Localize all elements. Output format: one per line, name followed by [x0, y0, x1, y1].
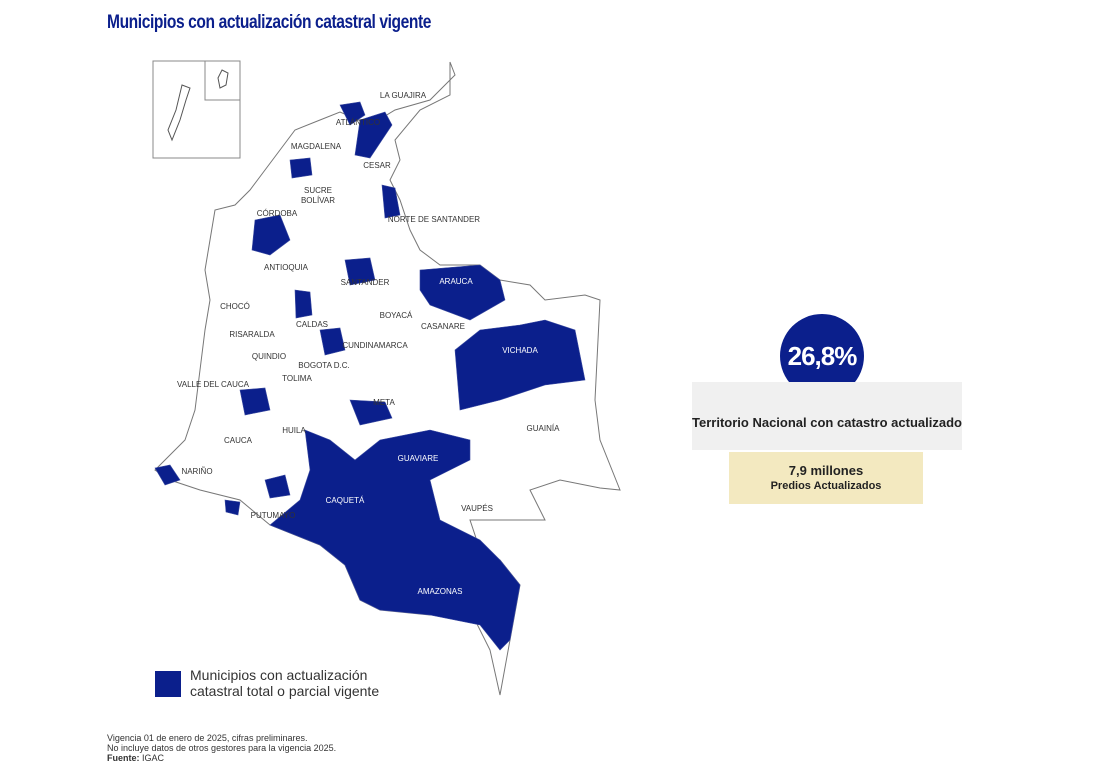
department-label: LA GUAJIRA: [380, 91, 427, 100]
department-label: ANTIOQUIA: [264, 263, 309, 272]
inset-frame-small: [204, 60, 241, 101]
footnote: Vigencia 01 de enero de 2025, cifras pre…: [107, 733, 308, 743]
department-label: MAGDALENA: [291, 142, 342, 151]
department-label: RISARALDA: [229, 330, 275, 339]
department-label: ATLÁNTICO: [336, 118, 380, 127]
department-label: HUILA: [282, 426, 306, 435]
department-label: CASANARE: [421, 322, 465, 331]
department-labels: LA GUAJIRAATLÁNTICOMAGDALENACESARSUCREBO…: [177, 91, 560, 596]
department-label: VICHADA: [502, 346, 538, 355]
legend-label: Municipios con actualización catastral t…: [190, 667, 379, 699]
department-label: CALDAS: [296, 320, 328, 329]
source: IGAC: [142, 753, 165, 763]
footnote: Fuente: IGAC: [107, 753, 336, 763]
department-label: AMAZONAS: [418, 587, 463, 596]
predios-value: 7,9 millones: [788, 463, 864, 478]
legend-line: Municipios con actualización: [190, 667, 368, 683]
predios-label: Predios Actualizados: [770, 480, 882, 492]
department-label: TOLIMA: [282, 374, 312, 383]
department-label: SANTANDER: [341, 278, 390, 287]
department-label: PUTUMAYO: [251, 511, 296, 520]
department-label: VALLE DEL CAUCA: [177, 380, 250, 389]
legend-line: catastral total o parcial vigente: [190, 683, 380, 699]
department-label: SUCRE: [304, 186, 332, 195]
updated-areas: [154, 101, 586, 651]
department-label: META: [373, 398, 395, 407]
department-label: CAUCA: [224, 436, 253, 445]
department-label: CESAR: [363, 161, 391, 170]
footnotes: Vigencia 01 de enero de 2025, cifras pre…: [107, 733, 336, 763]
department-label: NARIÑO: [181, 467, 212, 476]
title: Municipios con actualización catastral v…: [107, 12, 432, 33]
predios-box: 7,9 millones Predios Actualizados: [729, 452, 923, 504]
department-label: GUAINÍA: [527, 424, 561, 433]
island: [167, 84, 191, 142]
department-label: BOLÍVAR: [301, 196, 335, 205]
department-label: ARAUCA: [439, 277, 473, 286]
stat-caption: Territorio Nacional con catastro actuali…: [692, 382, 962, 450]
legend-swatch: [155, 671, 181, 697]
department-label: NORTE DE SANTANDER: [388, 215, 480, 224]
source-label: Fuente:: [107, 753, 140, 763]
department-label: BOYACÁ: [380, 311, 413, 320]
department-label: GUAVIARE: [398, 454, 439, 463]
department-label: VAUPÉS: [461, 504, 493, 513]
department-label: CAQUETÁ: [326, 496, 365, 505]
stat-percent: 26,8%: [787, 340, 858, 371]
stat-circle: [780, 314, 864, 398]
department-label: CUNDINAMARCA: [342, 341, 408, 350]
department-label: QUINDIO: [252, 352, 286, 361]
department-label: BOGOTA D.C.: [298, 361, 349, 370]
footnote: No incluye datos de otros gestores para …: [107, 743, 337, 753]
department-label: CHOCÓ: [220, 302, 250, 311]
department-label: CÓRDOBA: [257, 209, 298, 218]
island: [217, 69, 229, 89]
